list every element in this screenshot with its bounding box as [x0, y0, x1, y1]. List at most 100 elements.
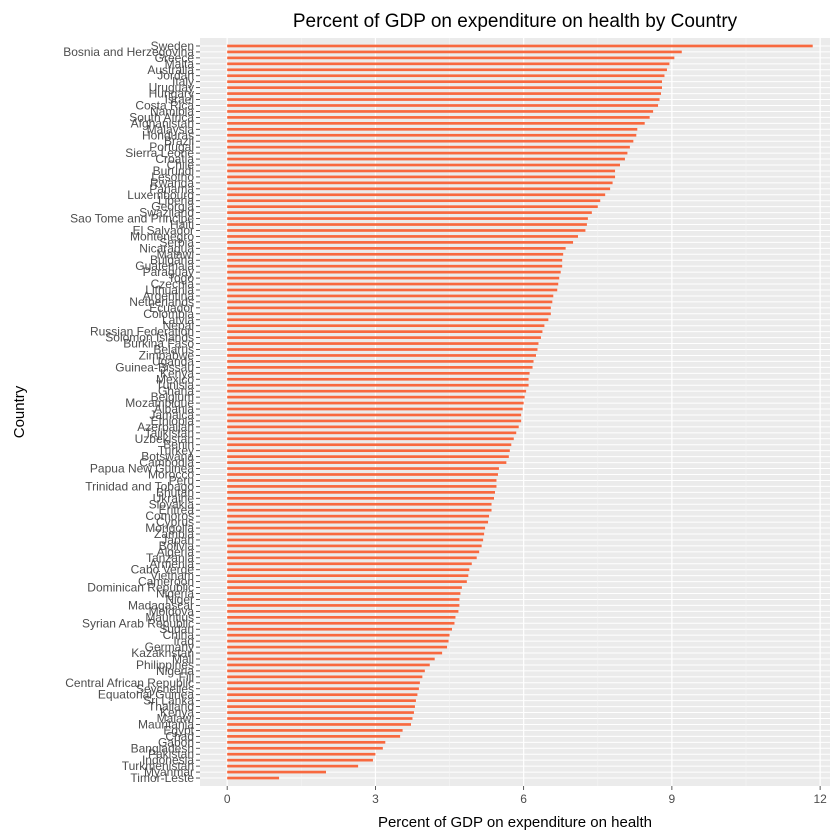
y-tick-label: Zambia	[154, 527, 194, 541]
bar	[227, 669, 425, 673]
y-tick-label: Algeria	[157, 545, 195, 559]
bar	[227, 520, 489, 524]
y-tick-label: Panama	[149, 182, 194, 196]
bar	[227, 562, 472, 566]
y-tick-label: Cyprus	[156, 515, 194, 529]
bar	[227, 538, 484, 542]
y-tick-label: Myanmar	[144, 765, 194, 779]
bar	[227, 336, 541, 339]
y-tick-label: Mozambique	[125, 396, 194, 410]
y-tick-label: Turkmenistan	[122, 759, 194, 773]
bar	[227, 455, 509, 458]
bar	[227, 598, 460, 601]
bar	[227, 764, 359, 768]
y-tick-label: Ecuador	[149, 301, 194, 315]
y-tick-label: Benin	[163, 438, 194, 452]
bar	[227, 556, 477, 560]
bar	[227, 264, 563, 268]
y-tick-label: Italy	[172, 75, 194, 89]
y-axis-title: Country	[11, 385, 28, 438]
y-tick-label: Mexico	[156, 372, 194, 386]
y-tick-label: El Salvador	[133, 223, 194, 237]
y-tick-label: Timor-Leste	[130, 771, 194, 785]
bar	[227, 74, 665, 78]
y-tick-label: Malawi	[157, 247, 194, 261]
bar	[227, 401, 524, 405]
y-tick-label: Central African Republic	[65, 676, 194, 690]
y-tick-label: Liberia	[158, 194, 194, 208]
y-tick-label: Azerbaijan	[137, 420, 194, 434]
y-tick-label: Bolivia	[159, 539, 195, 553]
bar	[227, 169, 616, 173]
bar	[227, 211, 592, 214]
bar	[227, 485, 497, 488]
y-tick-label: Portugal	[149, 140, 194, 154]
y-tick-label: Serbia	[159, 235, 194, 249]
y-tick-label: Germany	[145, 640, 194, 654]
y-tick-label: Chad	[165, 729, 194, 743]
bar	[227, 413, 522, 417]
y-tick-label: Bosnia and Herzegovina	[63, 45, 194, 59]
bar	[227, 657, 435, 661]
y-tick-label: Malta	[165, 57, 195, 71]
bar	[227, 318, 549, 322]
y-tick-label: Israel	[165, 93, 194, 107]
y-tick-label: Chile	[167, 158, 195, 172]
y-tick-label: Vietnam	[150, 569, 194, 583]
bar	[227, 86, 663, 89]
bar	[227, 163, 621, 167]
y-tick-label: Belgium	[151, 390, 194, 404]
y-tick-label: Japan	[161, 533, 194, 547]
bar	[227, 354, 537, 357]
y-tick-label: Jamaica	[149, 408, 194, 422]
y-tick-label: Equatorial Guinea	[98, 688, 194, 702]
bar	[227, 473, 498, 476]
y-tick-label: Albania	[154, 402, 194, 416]
y-tick-label: Argentina	[143, 289, 195, 303]
bar	[227, 395, 525, 399]
bar	[227, 550, 480, 554]
y-tick-label: Uruguay	[149, 81, 194, 95]
y-tick-label: Togo	[168, 271, 194, 285]
bar	[227, 44, 813, 48]
bar	[227, 98, 660, 101]
y-tick-label: Brazil	[164, 134, 194, 148]
bar	[227, 133, 637, 137]
bar	[227, 461, 507, 464]
bar	[227, 187, 611, 191]
bar	[227, 157, 625, 161]
y-tick-label: Nigeria	[156, 664, 194, 678]
x-tick-label: 12	[813, 792, 827, 806]
bar	[227, 407, 523, 411]
y-tick-label: Kenya	[160, 366, 194, 380]
y-tick-label: Iraq	[173, 634, 194, 648]
bar	[227, 502, 492, 506]
bar	[227, 496, 495, 500]
y-tick-label: Mauritania	[138, 717, 194, 731]
y-tick-label: Botswana	[141, 450, 194, 464]
bar	[227, 586, 462, 589]
bar	[227, 615, 456, 619]
bar	[227, 181, 613, 185]
y-tick-label: Bulgaria	[150, 253, 194, 267]
y-tick-label: Colombia	[143, 307, 194, 321]
y-tick-label: Papua New Guinea	[90, 462, 194, 476]
bar	[227, 621, 455, 625]
bar	[227, 431, 517, 435]
bar	[227, 443, 512, 447]
bar	[227, 568, 470, 572]
y-tick-label: Egypt	[163, 723, 194, 737]
bar	[227, 645, 448, 649]
bar	[227, 425, 519, 429]
y-tick-label: Burkina Faso	[123, 337, 194, 351]
bar	[227, 770, 326, 774]
bar	[227, 205, 598, 209]
y-tick-label: Paraguay	[143, 265, 194, 279]
y-tick-label: Philippines	[136, 658, 194, 672]
bar	[227, 746, 383, 750]
bar	[227, 699, 416, 702]
y-tick-label: Fiji	[179, 670, 194, 684]
y-tick-label: Lesotho	[151, 170, 194, 184]
bar	[227, 467, 499, 470]
